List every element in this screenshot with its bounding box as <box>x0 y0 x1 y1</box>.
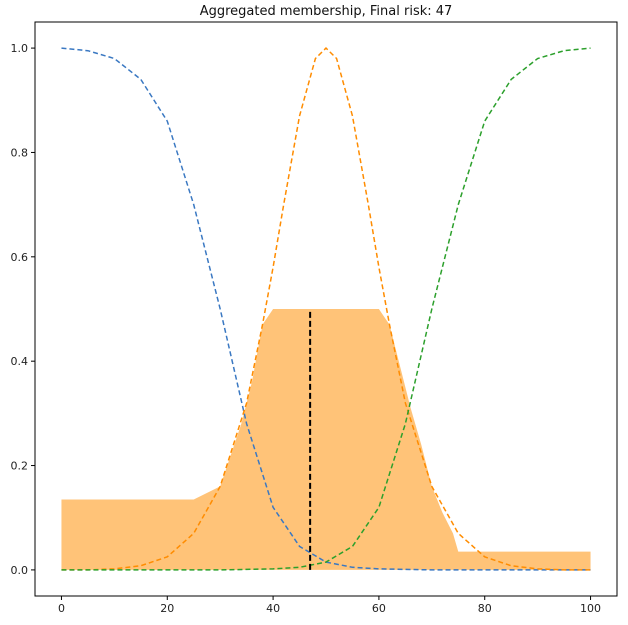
y-tick-label: 0.8 <box>11 146 29 159</box>
aggregated-membership-area <box>61 309 591 570</box>
x-tick-label: 100 <box>580 602 601 615</box>
membership-curve-3 <box>61 47 591 571</box>
y-tick-label: 0.6 <box>11 251 29 264</box>
membership-lines-layer <box>61 47 591 571</box>
axes-layer: 0 20 40 60 80 100 0.0 0.2 0.4 0.6 0.8 1.0 <box>11 21 618 615</box>
plot-frame <box>34 21 618 597</box>
y-tick-label: 0.0 <box>11 564 29 577</box>
membership-curve-1 <box>61 47 591 571</box>
x-tick-label: 80 <box>478 602 492 615</box>
chart-title: Aggregated membership, Final risk: 47 <box>200 4 453 19</box>
x-tick-label: 0 <box>58 602 65 615</box>
y-tick-label: 1.0 <box>11 42 29 55</box>
x-tick-label: 20 <box>160 602 174 615</box>
y-tick-label: 0.2 <box>11 460 29 473</box>
y-tick-label: 0.4 <box>11 355 29 368</box>
membership-curve-2 <box>61 47 591 571</box>
x-tick-label: 40 <box>266 602 280 615</box>
aggregated-area-layer <box>61 309 591 570</box>
x-tick-label: 60 <box>372 602 386 615</box>
